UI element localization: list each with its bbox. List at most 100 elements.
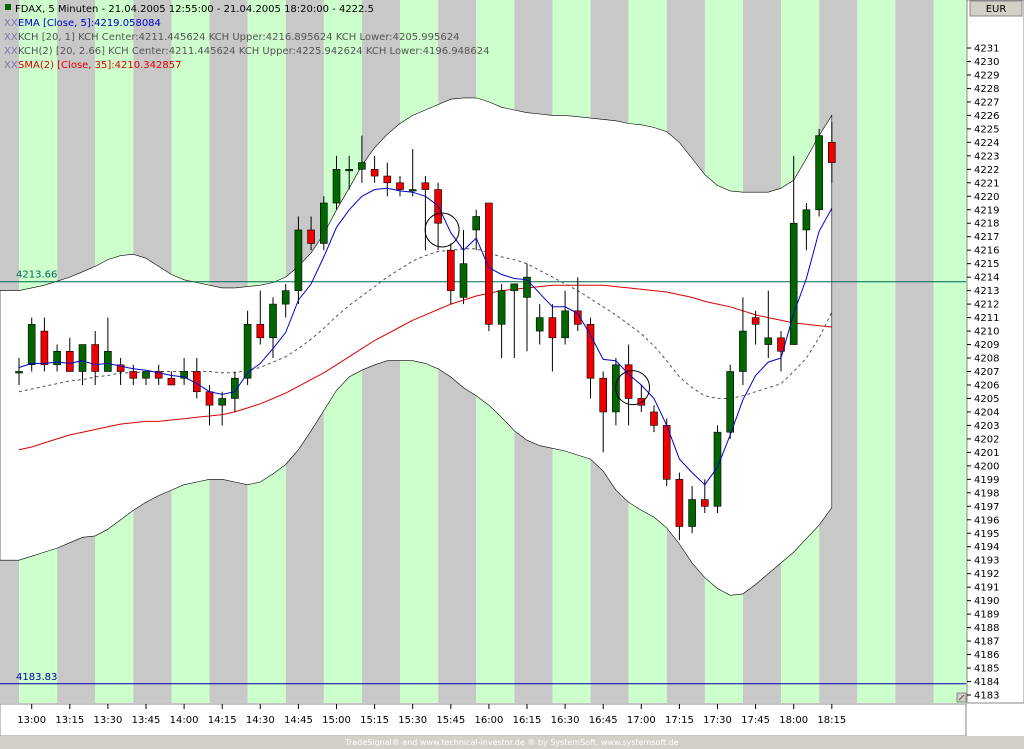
x-tick-label: 18:15 — [817, 715, 846, 726]
x-tick-label: 15:45 — [436, 715, 465, 726]
candle-body-down — [370, 169, 379, 177]
currency-label: EUR — [986, 4, 1007, 15]
candle-body-up — [231, 377, 239, 399]
candle — [662, 418, 671, 487]
candle — [281, 283, 290, 318]
candle-body-up — [180, 371, 188, 379]
level-label: 4213.66 — [16, 270, 57, 281]
candle-body-up — [243, 324, 252, 379]
candle-body-down — [548, 317, 557, 339]
x-axis-panel: 13:00 13:15 13:30 13:45 14:00 14:15 14:30 14:45… — [0, 703, 967, 737]
candle — [561, 290, 569, 345]
candle — [358, 135, 366, 183]
candle — [713, 425, 722, 514]
candle — [78, 344, 87, 385]
candle — [650, 405, 658, 433]
candle — [370, 155, 379, 183]
candle — [472, 209, 481, 251]
candle — [345, 155, 354, 190]
candle-body-down — [307, 229, 315, 244]
candle — [154, 364, 163, 385]
y-tick-label: 4222 — [974, 165, 999, 176]
indicator-lines — [18, 248, 833, 451]
candle-body-down — [624, 364, 633, 399]
y-tick-label: 4190 — [974, 596, 999, 607]
candle-body-down — [129, 371, 138, 379]
y-tick-label: 4209 — [974, 340, 999, 351]
y-tick-label: 4227 — [974, 97, 999, 108]
candle-body-up — [104, 350, 112, 372]
candle — [459, 229, 468, 305]
candle-body-up — [789, 222, 798, 345]
candle-body-up — [78, 344, 87, 372]
annotation-circle — [424, 212, 460, 248]
y-tick-label: 4229 — [974, 70, 999, 81]
chart-title: FDAX, 5 Minuten - 21.04.2005 12:55:00 - … — [15, 4, 374, 15]
y-tick-label: 4188 — [974, 623, 999, 634]
candle-body-down — [396, 182, 404, 190]
candle-body-up — [281, 290, 290, 305]
candle-body-down — [586, 324, 595, 379]
candle — [599, 371, 608, 453]
candle-body-up — [294, 229, 303, 291]
x-tick-label: 15:00 — [322, 715, 351, 726]
candle — [40, 317, 49, 372]
indicator-label: KCH [20, 1] KCH Center:4211.445624 KCH U… — [18, 32, 459, 43]
candle-body-up — [15, 371, 23, 374]
candle-body-up — [561, 310, 569, 339]
candles — [15, 122, 836, 540]
time-stripe — [895, 0, 934, 703]
x-tick-label: 18:00 — [779, 715, 808, 726]
y-tick-label: 4199 — [974, 475, 999, 486]
candle-body-up — [332, 169, 341, 204]
y-tick-label: 4183 — [974, 691, 999, 702]
candle-body-up — [459, 263, 468, 298]
y-tick-label: 4187 — [974, 637, 999, 648]
candle-body-down — [599, 377, 608, 413]
time-stripe — [857, 0, 896, 703]
x-tick-label: 14:45 — [284, 715, 313, 726]
candle-body-up — [764, 337, 773, 345]
candle — [15, 358, 23, 385]
x-axis-background — [0, 703, 967, 737]
candle — [421, 176, 430, 251]
candle — [624, 344, 633, 426]
time-stripe — [933, 0, 972, 703]
candle-body-up — [713, 431, 722, 507]
candle-body-down — [40, 330, 49, 366]
y-tick-label: 4193 — [974, 556, 999, 567]
candle — [827, 122, 836, 183]
x-tick-label: 16:15 — [513, 715, 542, 726]
candle — [167, 371, 176, 386]
y-tick-label: 4211 — [974, 313, 999, 324]
title-square-icon — [5, 4, 11, 10]
kch2-band — [0, 97, 833, 596]
annotation-circle — [615, 370, 651, 406]
x-tick-label: 17:30 — [703, 715, 732, 726]
candle-body-down — [66, 350, 74, 372]
footer-text: TradeSignal® and www.technical-investor.… — [344, 738, 679, 747]
candle-body-up — [53, 350, 61, 366]
y-tick-label: 4220 — [974, 192, 999, 203]
candle-body-down — [662, 425, 671, 480]
y-tick-label: 4208 — [974, 354, 999, 365]
y-tick-label: 4200 — [974, 461, 999, 472]
y-tick-label: 4184 — [974, 677, 999, 688]
candle — [726, 364, 735, 439]
candle-body-down — [167, 377, 176, 386]
kch-center-line — [18, 248, 833, 399]
y-tick-label: 4217 — [974, 232, 999, 243]
indicator-label: EMA [Close, 5]:4219.058084 — [18, 18, 161, 29]
x-tick-label: 15:30 — [398, 715, 427, 726]
candle-body-down — [751, 317, 760, 325]
y-tick-label: 4221 — [974, 178, 999, 189]
candle — [586, 317, 595, 399]
y-tick-label: 4191 — [974, 583, 999, 594]
currency-box[interactable] — [969, 0, 1023, 17]
candle-body-up — [510, 283, 519, 291]
y-tick-label: 4212 — [974, 300, 999, 311]
x-tick-label: 13:15 — [55, 715, 84, 726]
x-tick-label: 14:15 — [208, 715, 237, 726]
candle-body-up — [472, 216, 481, 231]
